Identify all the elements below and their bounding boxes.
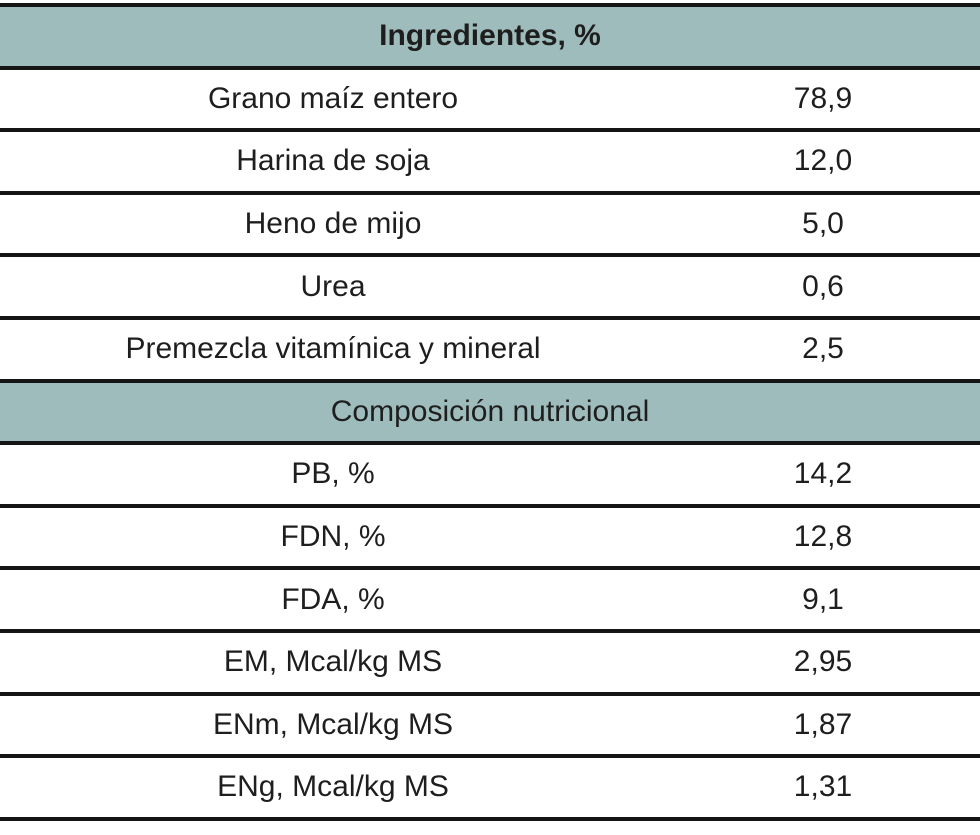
section-header: Composición nutricional [0, 382, 980, 446]
row-label: Heno de mijo [244, 207, 422, 241]
table-row: Grano maíz entero 78,9 [0, 70, 980, 133]
table-row: FDA, % 9,1 [0, 570, 980, 633]
row-value: 1,31 [793, 770, 853, 804]
table-row: EM, Mcal/kg MS 2,95 [0, 633, 980, 696]
row-value: 14,2 [793, 457, 853, 491]
row-label: Harina de soja [236, 144, 430, 178]
table-row: ENm, Mcal/kg MS 1,87 [0, 696, 980, 759]
row-value: 5,0 [802, 207, 844, 241]
table-row: Urea 0,6 [0, 257, 980, 320]
table-row: FDN, % 12,8 [0, 508, 980, 571]
row-label: ENm, Mcal/kg MS [212, 707, 454, 741]
section-title: Ingredientes, % [379, 19, 601, 53]
table: Ingredientes, % Grano maíz entero 78,9 Hari… [0, 3, 980, 821]
row-label: FDN, % [280, 520, 386, 554]
row-value: 1,87 [793, 707, 853, 741]
table-row: Heno de mijo 5,0 [0, 195, 980, 258]
table-row: Harina de soja 12,0 [0, 132, 980, 195]
section-header: Ingredientes, % [0, 7, 980, 70]
section-title: Composición nutricional [330, 394, 650, 428]
row-value: 12,0 [793, 144, 853, 178]
row-label: PB, % [291, 457, 375, 491]
row-label: FDA, % [281, 582, 385, 616]
row-label: ENg, Mcal/kg MS [217, 770, 449, 804]
row-value: 0,6 [802, 269, 844, 303]
row-label: Premezcla vitamínica y mineral [125, 332, 541, 366]
row-value: 2,95 [793, 645, 853, 679]
row-value: 12,8 [793, 520, 853, 554]
row-value: 78,9 [793, 81, 853, 115]
row-label: Grano maíz entero [207, 81, 459, 115]
row-label: Urea [300, 269, 366, 303]
row-label: EM, Mcal/kg MS [223, 645, 443, 679]
table-row: Premezcla vitamínica y mineral 2,5 [0, 320, 980, 383]
row-value: 9,1 [802, 582, 844, 616]
table-row: PB, % 14,2 [0, 445, 980, 508]
row-value: 2,5 [802, 332, 844, 366]
table-row: ENg, Mcal/kg MS 1,31 [0, 758, 980, 821]
